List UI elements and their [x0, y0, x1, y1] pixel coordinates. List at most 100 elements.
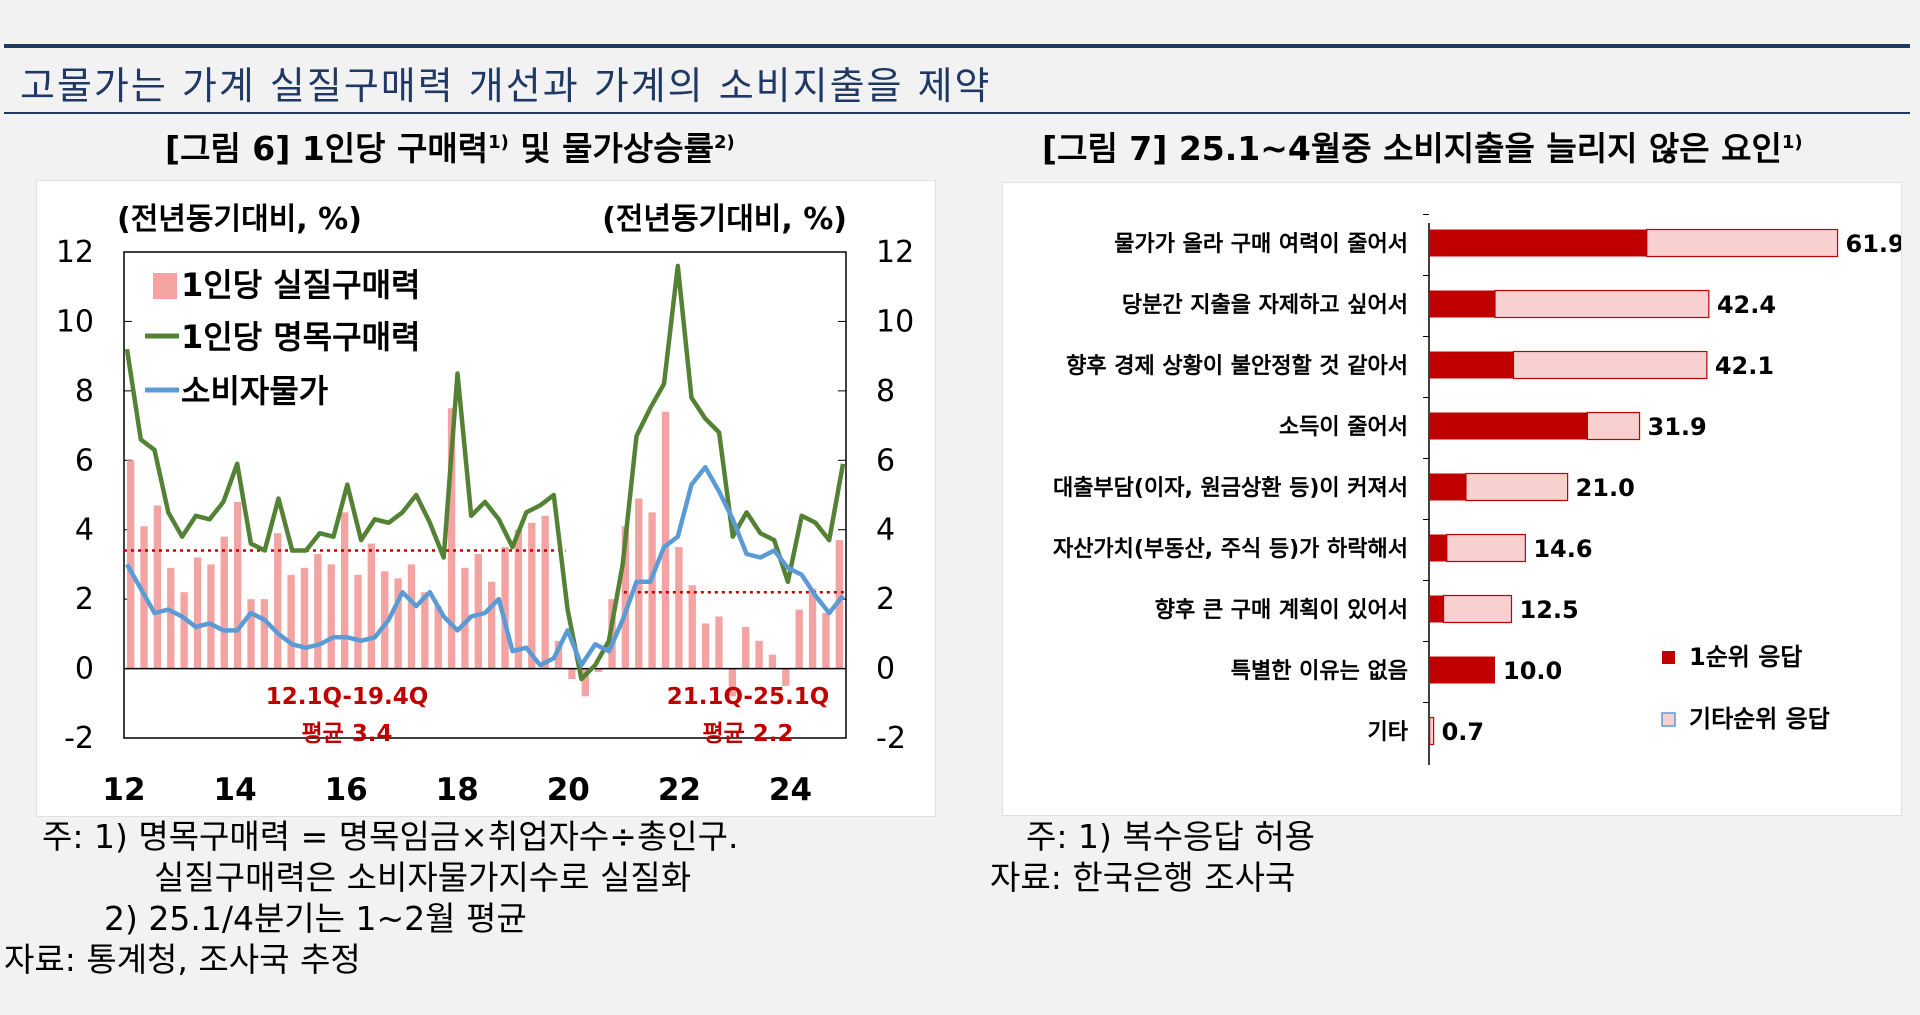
- legend-swatch-other: [1661, 712, 1676, 727]
- bar-real-purchasing-power: [474, 554, 482, 669]
- fig6-source: 자료: 통계청, 조사국 추정: [4, 940, 361, 979]
- bar-real-purchasing-power: [127, 460, 135, 669]
- legend-label-other: 기타순위 응답: [1689, 705, 1830, 733]
- bar-value-label: 14.6: [1533, 535, 1592, 563]
- bar-real-purchasing-power: [621, 526, 630, 669]
- avg-label-value-2: 평균 2.2: [702, 721, 793, 747]
- bar-other-rank: [1646, 228, 1839, 258]
- fig6-note-3: 2) 25.1/4분기는 1~2월 평균: [104, 899, 527, 938]
- bar-real-purchasing-power: [367, 543, 376, 669]
- fig7-title-sup: 1): [1781, 132, 1803, 153]
- x-tick-label: 14: [214, 772, 257, 808]
- bar-real-purchasing-power: [768, 654, 777, 669]
- fig6-title-sup1: 1): [488, 132, 509, 153]
- bar-real-purchasing-power: [180, 592, 188, 669]
- bar-value-label: 42.1: [1715, 352, 1774, 380]
- y-right-axis-label: (전년동기대비, %): [602, 202, 847, 237]
- bar-other-rank: [1429, 716, 1435, 746]
- bar-real-purchasing-power: [661, 411, 670, 669]
- category-label: 소득이 줄어서: [1279, 415, 1408, 440]
- bar-real-purchasing-power: [528, 522, 536, 669]
- bar-first-rank: [1429, 595, 1444, 623]
- y-left-tick-label: 8: [75, 374, 94, 409]
- y-left-tick-label: 12: [56, 235, 94, 270]
- fig6-note-1: 주: 1) 명목구매력 = 명목임금×취업자수÷총인구.: [42, 817, 739, 856]
- bar-other-rank: [1494, 289, 1710, 319]
- bar-real-purchasing-power: [447, 408, 456, 669]
- bar-real-purchasing-power: [568, 668, 576, 679]
- y-left-tick-label: 6: [75, 443, 94, 478]
- heading-rule: [4, 112, 1910, 114]
- bar-real-purchasing-power: [675, 547, 683, 669]
- fig7-source: 자료: 한국은행 조사국: [990, 858, 1296, 897]
- category-label: 향후 큰 구매 계획이 있어서: [1155, 598, 1408, 623]
- bar-first-rank: [1429, 229, 1647, 257]
- bar-real-purchasing-power: [648, 512, 656, 669]
- fig7-title-main: [그림 7] 25.1~4월중 소비지출을 늘리지 않은 요인: [1042, 129, 1782, 168]
- bar-real-purchasing-power: [715, 616, 723, 669]
- bar-real-purchasing-power: [247, 599, 255, 669]
- x-tick-label: 20: [547, 772, 590, 808]
- fig6-note-2: 실질구매력은 소비자물가지수로 실질화: [154, 858, 692, 897]
- bar-real-purchasing-power: [287, 574, 295, 669]
- y-right-tick-label: 12: [876, 235, 914, 270]
- bar-value-label: 12.5: [1520, 596, 1579, 624]
- bar-value-label: 0.7: [1442, 718, 1485, 746]
- bar-real-purchasing-power: [314, 554, 322, 669]
- category-label: 물가가 올라 구매 여력이 줄어서: [1114, 232, 1408, 257]
- top-rule: [4, 44, 1910, 48]
- fig7-panel: 물가가 올라 구매 여력이 줄어서 61.9 당분간 지출을 자제하고 싶어서 42.…: [1002, 182, 1905, 816]
- avg-label-value-1: 평균 3.4: [301, 721, 392, 747]
- bar-first-rank: [1429, 290, 1495, 318]
- y-right-tick-label: 2: [876, 582, 895, 617]
- avg-label-period-1: 12.1Q-19.4Q: [266, 684, 429, 710]
- fig7-chart: 물가가 올라 구매 여력이 줄어서 61.9 당분간 지출을 자제하고 싶어서 42.…: [1053, 214, 1905, 765]
- x-tick-label: 22: [658, 772, 701, 808]
- bar-real-purchasing-power: [260, 599, 269, 669]
- bar-real-purchasing-power: [434, 606, 442, 669]
- bar-real-purchasing-power: [233, 501, 242, 669]
- bar-value-label: 31.9: [1648, 413, 1707, 441]
- fig7-title: [그림 7] 25.1~4월중 소비지출을 늘리지 않은 요인1): [1042, 122, 1803, 170]
- legend-label-real: 1인당 실질구매력: [181, 266, 421, 304]
- bar-real-purchasing-power: [327, 564, 335, 669]
- fig6-title-main: [그림 6] 1인당 구매력: [165, 129, 489, 168]
- bar-real-purchasing-power: [782, 668, 790, 686]
- category-label: 특별한 이유는 없음: [1231, 659, 1408, 684]
- bar-value-label: 10.0: [1503, 657, 1562, 685]
- y-right-tick-label: 8: [876, 374, 895, 409]
- legend-swatch-real: [153, 273, 177, 299]
- legend-label-nominal: 1인당 명목구매력: [181, 318, 421, 356]
- bar-real-purchasing-power: [581, 668, 589, 697]
- bar-real-purchasing-power: [421, 592, 429, 669]
- y-right-tick-label: -2: [876, 721, 906, 756]
- bar-real-purchasing-power: [167, 567, 175, 669]
- bar-value-label: 21.0: [1576, 474, 1635, 502]
- y-right-tick-label: 6: [876, 443, 895, 478]
- plot-frame: [123, 251, 847, 739]
- bar-real-purchasing-power: [153, 505, 162, 669]
- fig6-title-mid: 및 물가상승률: [508, 129, 714, 168]
- bar-other-rank: [1442, 594, 1513, 624]
- category-label: 당분간 지출을 자제하고 싶어서: [1122, 293, 1408, 318]
- y-right-tick-label: 4: [876, 513, 895, 548]
- bar-real-purchasing-power: [541, 515, 549, 669]
- bar-other-rank: [1446, 533, 1526, 563]
- legend-swatch-first: [1662, 651, 1675, 664]
- bar-real-purchasing-power: [220, 536, 228, 669]
- bar-real-purchasing-power: [514, 529, 523, 669]
- bar-real-purchasing-power: [701, 623, 710, 669]
- category-label: 자산가치(부동산, 주식 등)가 하락해서: [1053, 537, 1408, 562]
- legend-label-cpi: 소비자물가: [181, 372, 328, 410]
- x-tick-label: 16: [325, 772, 368, 808]
- x-tick-label: 24: [769, 772, 812, 808]
- bar-real-purchasing-power: [728, 668, 737, 697]
- line-consumer-prices: [125, 464, 845, 668]
- bar-real-purchasing-power: [554, 640, 563, 669]
- bar-real-purchasing-power: [835, 540, 843, 669]
- bar-real-purchasing-power: [193, 557, 202, 669]
- bar-real-purchasing-power: [207, 564, 215, 669]
- y-left-tick-label: 4: [75, 513, 94, 548]
- bar-real-purchasing-power: [822, 613, 830, 669]
